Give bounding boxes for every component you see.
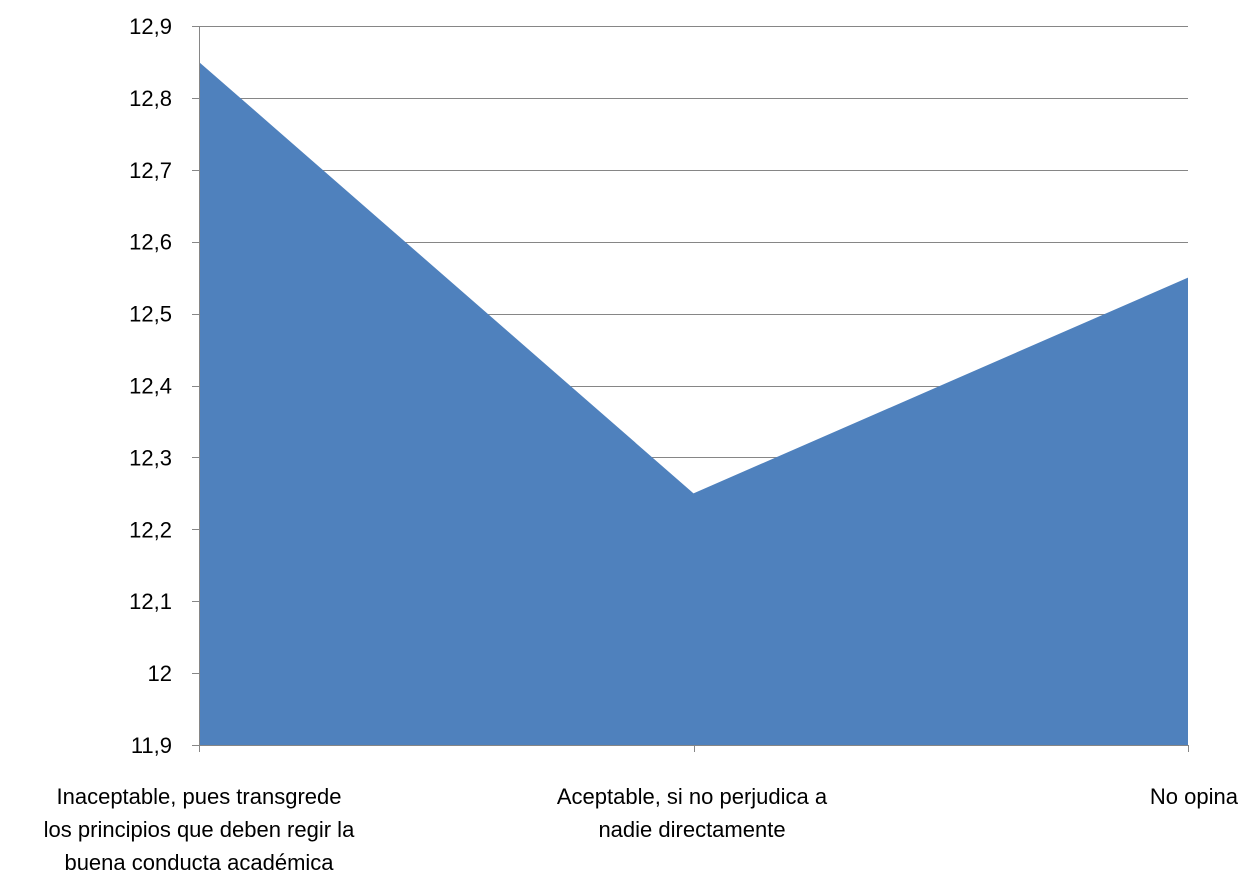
x-category-label-line: buena conducta académica xyxy=(64,850,334,875)
x-category-label: Aceptable, si no perjudica a nadie direct… xyxy=(557,784,828,842)
y-tick-label: 12,3 xyxy=(129,445,172,470)
y-tick-label: 12,4 xyxy=(129,374,172,399)
y-tick-label: 12 xyxy=(148,661,172,686)
y-tick-label: 12,6 xyxy=(129,230,172,255)
x-category-label: No opina xyxy=(1150,784,1239,809)
y-tick-label: 11,9 xyxy=(131,733,172,758)
x-category-label: Inaceptable, pues transgrede los principi… xyxy=(44,784,355,875)
y-tick-label: 12,9 xyxy=(129,14,172,39)
x-category-label-line: Aceptable, si no perjudica a xyxy=(557,784,828,809)
axes xyxy=(192,26,1189,752)
area-series xyxy=(199,61,1188,745)
y-tick-label: 12,8 xyxy=(129,86,172,111)
x-category-label-line: No opina xyxy=(1150,784,1239,809)
x-category-label-line: nadie directamente xyxy=(598,817,785,842)
area-fill xyxy=(199,61,1188,745)
y-tick-label: 12,5 xyxy=(129,302,172,327)
y-tick-label: 12,2 xyxy=(129,517,172,542)
y-tick-label: 12,1 xyxy=(129,589,172,614)
x-category-label-line: los principios que deben regir la xyxy=(44,817,355,842)
y-tick-label: 12,7 xyxy=(129,158,172,183)
x-axis-tick-labels: Inaceptable, pues transgrede los principi… xyxy=(44,784,1239,875)
y-axis-tick-labels: 11,9 12 12,1 12,2 12,3 12,4 12,5 12,6 12,7 12,8 12… xyxy=(129,14,172,758)
x-category-label-line: Inaceptable, pues transgrede xyxy=(57,784,342,809)
